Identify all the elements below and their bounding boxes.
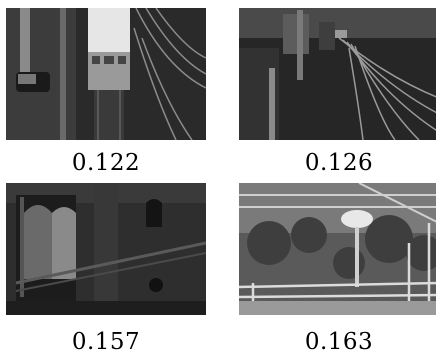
similarity-score: 0.122 xyxy=(71,150,141,176)
similarity-score: 0.157 xyxy=(71,329,141,355)
stone-building-thumbnail-image xyxy=(6,183,206,315)
result-thumbnail[interactable] xyxy=(6,183,206,315)
garden-railing-thumbnail-image xyxy=(239,183,436,315)
result-thumbnail[interactable] xyxy=(239,8,436,140)
rail-yard-thumbnail-image xyxy=(239,8,436,140)
result-thumbnail[interactable] xyxy=(6,8,206,140)
result-thumbnail[interactable] xyxy=(239,183,436,315)
similarity-score: 0.126 xyxy=(304,150,374,176)
train-thumbnail-image xyxy=(6,8,206,140)
similarity-score: 0.163 xyxy=(304,329,374,355)
